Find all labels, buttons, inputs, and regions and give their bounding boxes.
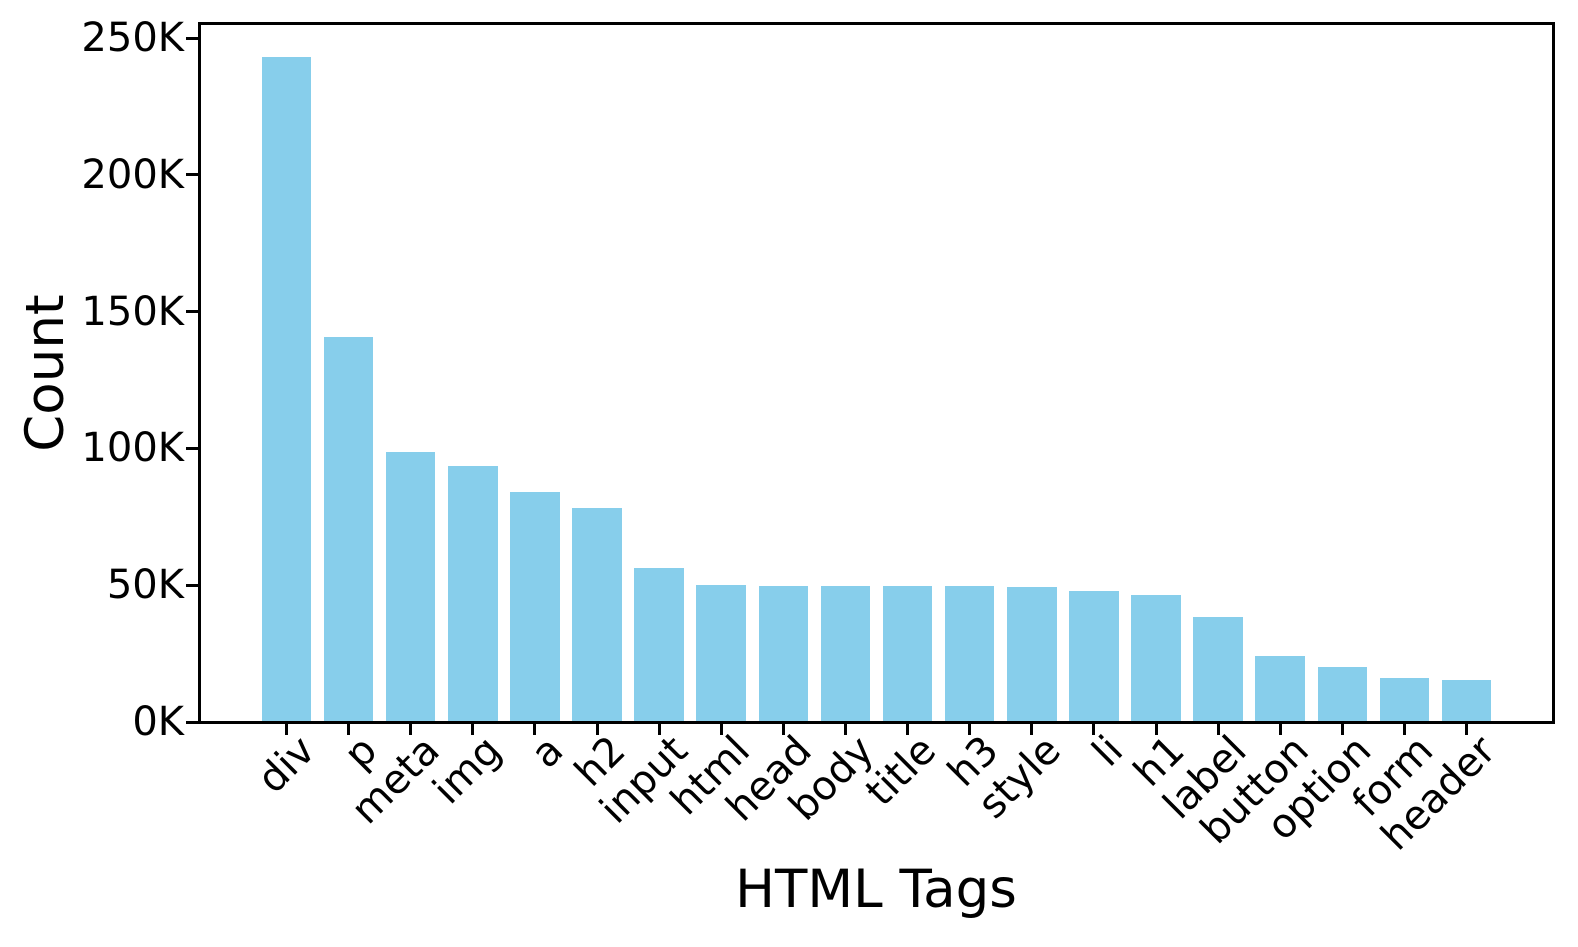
x-tick-mark: [1092, 723, 1096, 735]
y-tick-mark: [186, 720, 198, 724]
bar-h1: [1131, 595, 1181, 722]
x-tick-mark: [284, 723, 288, 735]
x-tick-mark: [471, 723, 475, 735]
x-tick-mark: [347, 723, 350, 735]
bar-input: [634, 568, 684, 722]
x-tick-label-a: a: [522, 727, 573, 778]
y-tick-mark: [186, 446, 198, 450]
x-tick-label-title: title: [857, 727, 946, 816]
y-tick-label: 150K: [81, 288, 184, 335]
plot-area: [200, 24, 1553, 722]
y-tick-label: 100K: [81, 425, 184, 472]
x-tick-mark: [595, 723, 599, 735]
y-tick-label: 250K: [81, 15, 184, 62]
x-tick-mark: [1278, 723, 1282, 735]
bar-html: [696, 585, 746, 722]
x-tick-mark: [657, 723, 661, 735]
bar-button: [1255, 656, 1306, 722]
x-tick-mark: [1216, 723, 1220, 735]
y-tick-label: 0K: [132, 699, 184, 745]
y-tick-mark: [186, 36, 198, 40]
x-tick-mark: [906, 723, 910, 735]
bar-style: [1007, 587, 1057, 722]
bar-a: [510, 491, 560, 722]
y-tick-mark: [186, 173, 198, 177]
bar-h2: [572, 508, 622, 722]
bar-header: [1441, 679, 1492, 722]
x-tick-mark: [1340, 723, 1344, 735]
y-tick-label: 50K: [106, 562, 184, 609]
x-tick-mark: [719, 723, 723, 735]
bar-img: [447, 466, 498, 722]
x-tick-mark: [533, 723, 537, 735]
y-axis-title: Count: [15, 294, 76, 452]
x-tick-label-img: img: [424, 727, 511, 814]
x-tick-label-div: div: [249, 727, 325, 803]
bar-div: [261, 57, 312, 722]
bar-label: [1193, 617, 1243, 722]
x-tick-mark: [1030, 723, 1034, 735]
x-tick-mark: [843, 723, 847, 735]
x-tick-mark: [1465, 723, 1469, 735]
bar-li: [1069, 591, 1119, 722]
bar-p: [323, 337, 374, 722]
x-tick-mark: [409, 723, 413, 735]
bar-head: [758, 585, 809, 722]
bar-form: [1379, 678, 1430, 722]
bar-body: [820, 585, 871, 722]
bar-meta: [385, 452, 436, 722]
x-tick-mark: [1154, 723, 1158, 735]
bar-h3: [944, 586, 995, 722]
x-tick-label-li: li: [1083, 727, 1132, 776]
x-tick-mark: [1403, 723, 1406, 735]
y-tick-mark: [186, 583, 198, 587]
x-tick-mark: [968, 723, 972, 735]
x-axis-title: HTML Tags: [735, 859, 1017, 920]
x-tick-mark: [781, 723, 785, 735]
bar-title: [882, 585, 933, 722]
y-tick-mark: [186, 310, 198, 314]
y-tick-label: 200K: [81, 151, 184, 198]
bar-option: [1317, 667, 1368, 722]
